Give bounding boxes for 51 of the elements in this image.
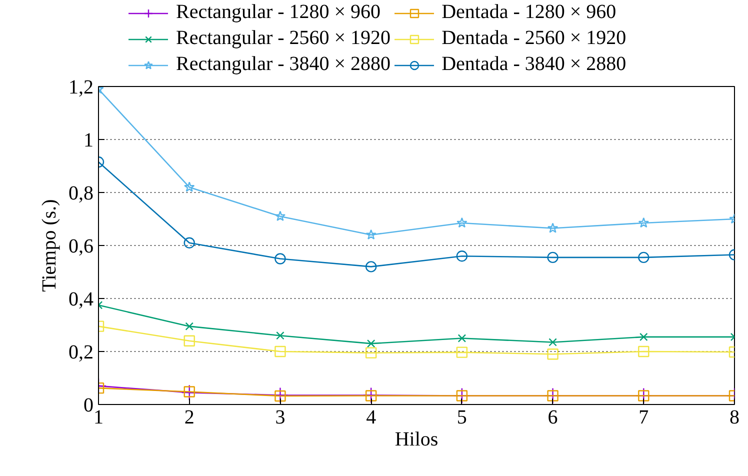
x-tick-label: 7 (638, 406, 649, 428)
point (276, 331, 284, 340)
point (184, 386, 195, 398)
point (362, 387, 380, 404)
point (366, 339, 376, 348)
point (365, 390, 377, 402)
point (274, 346, 286, 358)
legend-label: Dentada - 1280 × 960 (442, 1, 616, 24)
x-tick-label: 6 (548, 406, 558, 428)
y-tick-label: 0,6 (68, 236, 94, 258)
point (547, 252, 558, 264)
point (181, 384, 198, 401)
x-tick-label: 5 (456, 406, 467, 428)
point (184, 335, 195, 346)
x-tick-label: 3 (275, 406, 286, 428)
point (640, 332, 648, 342)
point (456, 346, 468, 358)
point (274, 210, 286, 221)
x-tick-label: 2 (184, 406, 194, 428)
point (184, 182, 195, 192)
legend-label: Rectangular - 2560 × 1920 (176, 27, 391, 50)
point (366, 229, 376, 240)
x-tick-label: 8 (730, 406, 740, 428)
y-tick-label: 1 (84, 130, 94, 152)
x-axis-title: Hilos (394, 428, 438, 450)
y-tick-label: 0 (84, 394, 94, 416)
y-axis-title: Tiempo (s.) (38, 199, 60, 292)
legend-label: Dentada - 3840 × 2880 (442, 53, 626, 76)
legend-label: Rectangular - 3840 × 2880 (176, 53, 391, 76)
point (458, 334, 466, 342)
point (456, 250, 468, 262)
point (547, 348, 558, 360)
point (365, 261, 377, 272)
y-tick-label: 0,4 (68, 288, 94, 310)
point (638, 252, 650, 264)
y-tick-label: 0,8 (68, 182, 94, 204)
legend-label: Rectangular - 1280 × 960 (176, 1, 381, 24)
point (274, 253, 286, 264)
point (274, 390, 286, 402)
point (548, 338, 557, 346)
y-tick-label: 1,2 (68, 76, 94, 98)
point (184, 237, 195, 248)
point (365, 347, 377, 358)
point (638, 217, 649, 228)
point (185, 322, 194, 330)
point (547, 222, 558, 233)
y-tick-label: 0,2 (68, 342, 94, 364)
point (456, 217, 468, 228)
x-tick-label: 4 (366, 406, 376, 428)
legend-label: Dentada - 2560 × 1920 (442, 27, 626, 50)
point (638, 346, 650, 358)
